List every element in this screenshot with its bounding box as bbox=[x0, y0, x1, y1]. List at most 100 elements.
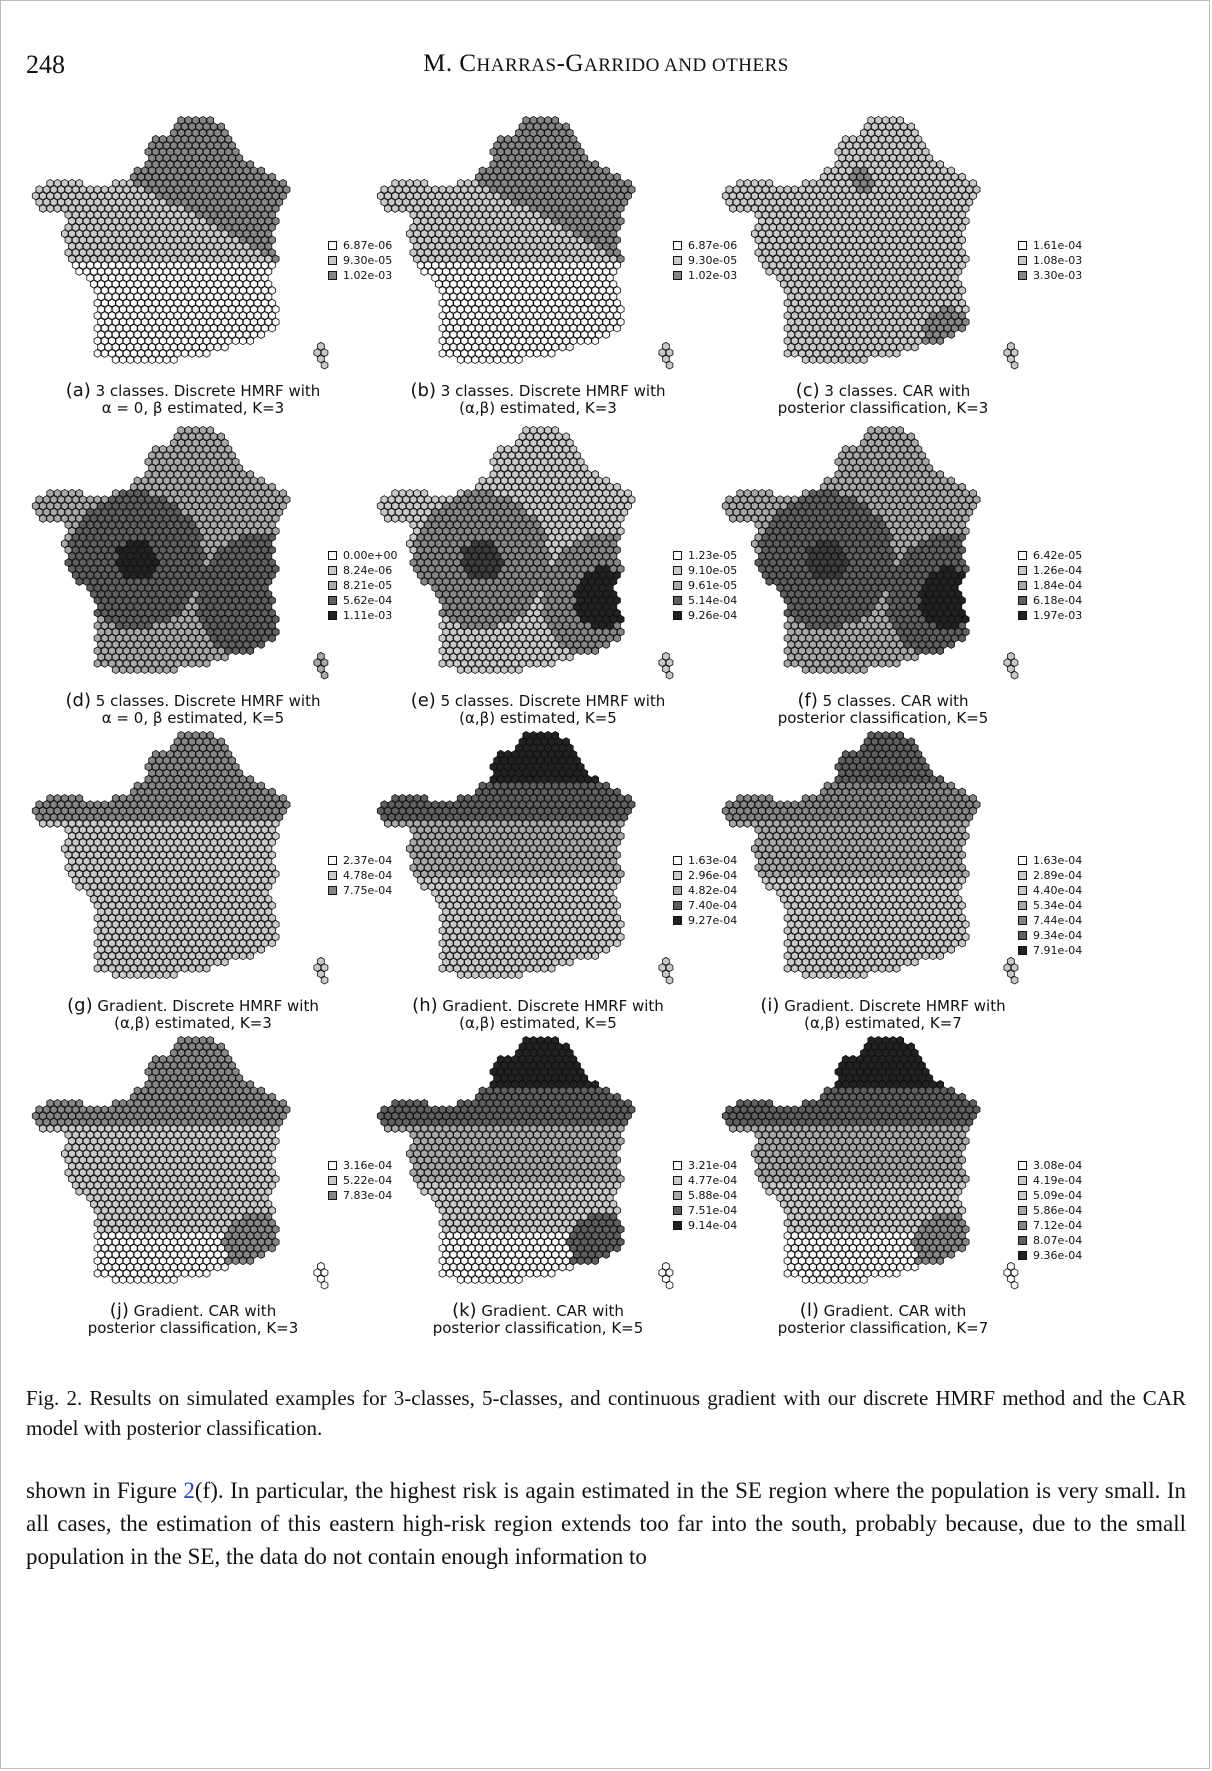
map-cell bbox=[765, 514, 774, 523]
map-cell bbox=[159, 495, 167, 504]
map-cell bbox=[141, 577, 149, 586]
map-cell bbox=[446, 311, 454, 320]
map-cell bbox=[460, 349, 469, 358]
map-cell bbox=[162, 652, 171, 662]
map-cell bbox=[68, 564, 76, 574]
map-cell bbox=[119, 254, 127, 264]
map-cell bbox=[475, 520, 483, 530]
map-cell bbox=[504, 659, 512, 668]
map-cell bbox=[122, 621, 131, 630]
map-cell bbox=[874, 115, 883, 125]
map-cell bbox=[188, 311, 196, 320]
map-cell bbox=[544, 178, 552, 188]
map-cell bbox=[515, 551, 523, 561]
map-cell bbox=[606, 621, 614, 630]
map-cell bbox=[504, 608, 512, 618]
map-cell bbox=[475, 223, 483, 232]
map-cell bbox=[148, 191, 156, 201]
map-cell bbox=[184, 342, 193, 352]
map-cell bbox=[536, 476, 545, 486]
map-cell bbox=[413, 501, 421, 511]
map-cell bbox=[540, 545, 549, 555]
map-cell bbox=[464, 526, 472, 536]
map-cell bbox=[489, 349, 498, 358]
map-cell bbox=[496, 621, 505, 630]
map-cell bbox=[606, 323, 614, 333]
map-cell bbox=[885, 495, 894, 504]
map-cell bbox=[119, 514, 127, 523]
map-cell bbox=[540, 286, 549, 295]
map-cell bbox=[482, 349, 490, 358]
map-cell bbox=[239, 273, 247, 283]
map-cell bbox=[162, 153, 171, 163]
map-cell bbox=[148, 141, 156, 150]
map-cell bbox=[616, 216, 625, 226]
map-cell bbox=[449, 577, 458, 586]
map-cell bbox=[569, 311, 578, 320]
map-cell bbox=[555, 223, 563, 232]
map-cell bbox=[119, 665, 127, 675]
map-cell bbox=[133, 514, 142, 523]
map-cell bbox=[900, 520, 908, 530]
map-cell bbox=[911, 128, 919, 138]
map-cell bbox=[511, 646, 519, 656]
map-cell bbox=[827, 286, 835, 295]
map-cell bbox=[834, 323, 843, 333]
map-cell bbox=[576, 520, 585, 530]
map-cell bbox=[101, 608, 109, 618]
map-cell bbox=[947, 216, 955, 226]
map-cell bbox=[881, 166, 890, 176]
map-cell bbox=[79, 507, 87, 517]
map-cell bbox=[758, 191, 766, 201]
map-cell bbox=[482, 507, 490, 517]
map-cell bbox=[551, 229, 559, 239]
map-cell bbox=[82, 577, 91, 586]
map-cell bbox=[595, 241, 603, 251]
map-cell bbox=[598, 260, 607, 270]
map-cell bbox=[177, 153, 185, 163]
map-cell bbox=[947, 526, 955, 536]
map-cell bbox=[478, 589, 487, 599]
map-cell bbox=[595, 614, 603, 624]
map-cell bbox=[536, 229, 545, 239]
map-cell bbox=[863, 197, 872, 207]
map-cell bbox=[856, 147, 864, 157]
map-cell bbox=[540, 432, 549, 441]
map-cell bbox=[529, 153, 538, 163]
map-cell bbox=[217, 298, 225, 308]
map-cell bbox=[558, 153, 567, 163]
map-cell bbox=[540, 336, 549, 346]
map-cell bbox=[449, 241, 458, 251]
map-cell bbox=[533, 323, 541, 333]
map-cell bbox=[137, 286, 145, 295]
map-cell bbox=[947, 514, 955, 523]
map-cell bbox=[170, 551, 178, 561]
map-cell bbox=[159, 349, 167, 358]
map-cell bbox=[860, 451, 868, 460]
map-cell bbox=[504, 210, 512, 220]
map-cell bbox=[914, 160, 923, 169]
map-cell bbox=[438, 495, 447, 504]
map-cell bbox=[522, 451, 530, 460]
map-cell bbox=[137, 507, 145, 517]
map-cell bbox=[181, 608, 189, 618]
map-cell bbox=[257, 254, 265, 264]
map-cell bbox=[148, 614, 156, 624]
map-cell bbox=[907, 336, 915, 346]
map-cell bbox=[486, 488, 494, 498]
map-cell bbox=[562, 470, 570, 479]
map-cell bbox=[250, 501, 258, 511]
map-cell bbox=[954, 292, 963, 302]
map-cell bbox=[235, 254, 244, 264]
map-cell bbox=[61, 539, 69, 549]
map-cell bbox=[580, 241, 589, 251]
map-cell bbox=[892, 185, 901, 194]
map-cell bbox=[478, 178, 487, 188]
map-cell bbox=[206, 514, 214, 523]
map-cell bbox=[438, 659, 447, 668]
map-cell bbox=[871, 349, 879, 358]
map-cell bbox=[602, 229, 610, 239]
map-cell bbox=[798, 349, 806, 358]
map-cell bbox=[173, 608, 182, 618]
map-cell bbox=[566, 178, 574, 188]
